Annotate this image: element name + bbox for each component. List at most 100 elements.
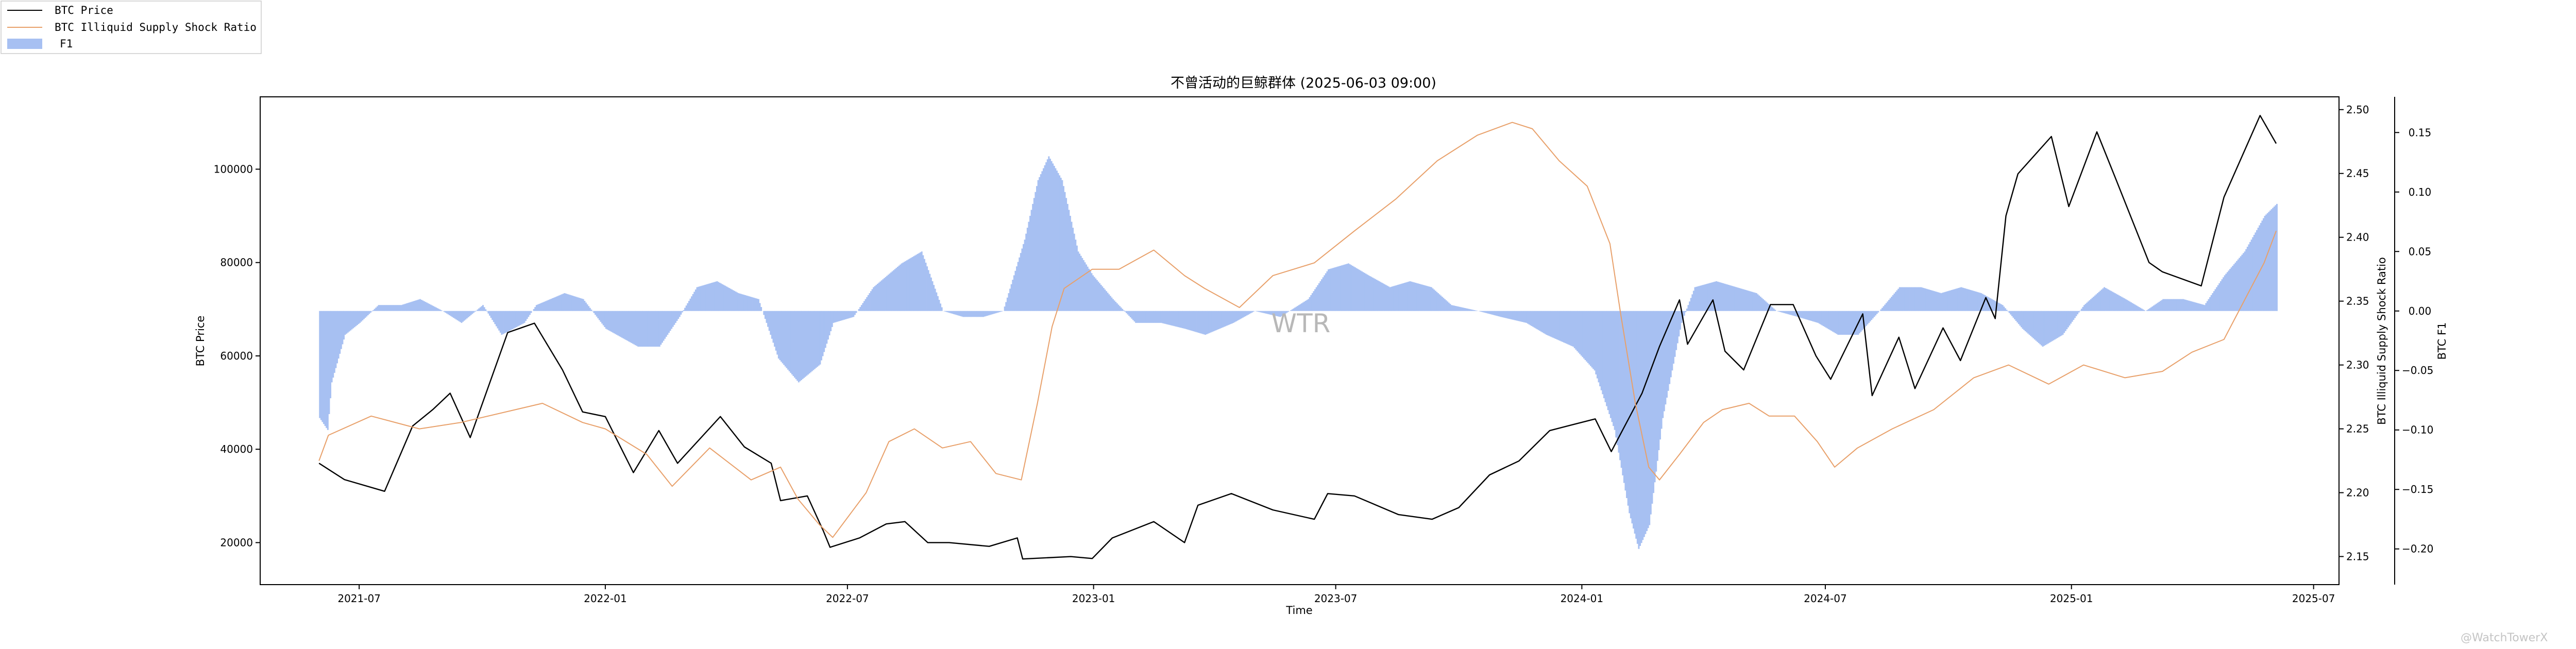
f1-bar bbox=[1175, 311, 1177, 327]
f1-bar bbox=[1856, 311, 1858, 335]
f1-bar bbox=[1035, 192, 1037, 311]
f1-bar bbox=[1349, 264, 1351, 311]
f1-bar bbox=[1623, 311, 1625, 483]
f1-bar bbox=[419, 299, 421, 311]
x-tick-label: 2025-07 bbox=[2292, 592, 2335, 605]
f1-bar bbox=[1008, 293, 1010, 311]
f1-bar bbox=[1144, 311, 1146, 323]
f1-bar bbox=[839, 311, 841, 321]
f1-bar bbox=[1649, 311, 1651, 525]
f1-bar bbox=[1671, 311, 1673, 371]
f1-bar bbox=[2245, 249, 2247, 311]
f1-bar bbox=[755, 298, 757, 311]
price-tick-label: 80000 bbox=[220, 257, 253, 269]
f1-bar bbox=[1472, 310, 1474, 311]
f1-bar bbox=[1179, 311, 1181, 328]
f1-bar bbox=[1019, 257, 1021, 311]
f1-bar bbox=[2259, 225, 2261, 311]
f1-bar bbox=[801, 311, 802, 381]
f1-bar bbox=[688, 301, 690, 311]
f1-bar bbox=[2060, 311, 2062, 336]
f1-bar bbox=[2127, 300, 2129, 311]
f1-bar bbox=[1794, 311, 1797, 316]
f1-bar bbox=[949, 311, 951, 313]
f1-bar bbox=[657, 311, 659, 347]
f1-bar bbox=[1447, 301, 1449, 311]
f1-bar bbox=[2233, 264, 2235, 311]
f1-bar bbox=[819, 311, 821, 365]
f1-bar bbox=[1195, 311, 1197, 332]
f1-bar bbox=[1571, 311, 1573, 346]
f1-bar bbox=[981, 311, 983, 317]
f1-bar bbox=[760, 307, 762, 311]
f1-bar bbox=[1845, 311, 1847, 335]
f1-bar bbox=[1540, 311, 1542, 332]
f1-bar bbox=[1975, 292, 1977, 311]
f1-bar bbox=[374, 309, 376, 311]
f1-bar bbox=[1210, 311, 1212, 333]
f1-bar bbox=[2087, 301, 2089, 311]
f1-bar bbox=[925, 262, 927, 311]
f1-bar bbox=[451, 311, 453, 317]
f1-bar bbox=[1004, 306, 1006, 311]
f1-bar bbox=[2086, 302, 2088, 311]
f1-bar bbox=[2246, 247, 2248, 311]
f1-bar bbox=[1588, 311, 1590, 365]
f1-bar bbox=[1865, 311, 1867, 326]
f1-bar bbox=[807, 311, 809, 375]
f1-bar bbox=[2196, 302, 2198, 311]
f1-bar bbox=[701, 285, 703, 311]
f1-bar bbox=[2249, 242, 2251, 311]
f1-bar bbox=[571, 296, 573, 311]
f1-bar bbox=[1505, 311, 1507, 318]
f1-bar bbox=[906, 260, 908, 311]
f1-bar bbox=[645, 311, 647, 347]
f1-bar bbox=[1925, 288, 1927, 311]
f1-bar bbox=[609, 311, 611, 331]
f1-bar bbox=[2202, 304, 2205, 311]
f1-bar bbox=[1294, 308, 1296, 311]
f1-bar bbox=[933, 285, 935, 311]
f1-bar bbox=[1151, 311, 1153, 323]
f1-bar bbox=[1086, 264, 1088, 311]
f1-bar bbox=[1425, 285, 1427, 311]
f1-bar bbox=[956, 311, 958, 315]
f1-bar bbox=[877, 283, 878, 311]
f1-bar bbox=[584, 301, 586, 311]
f1-bar bbox=[1774, 310, 1776, 311]
f1-bar bbox=[653, 311, 655, 347]
f1-bar bbox=[1566, 311, 1568, 344]
f1-bar bbox=[1117, 304, 1120, 311]
f1-bar bbox=[1575, 311, 1577, 350]
f1-bar bbox=[1519, 311, 1521, 321]
f1-bar bbox=[330, 311, 332, 399]
f1-bar bbox=[1345, 264, 1347, 311]
f1-bar bbox=[2028, 311, 2030, 335]
f1-bar bbox=[1861, 311, 1863, 331]
f1-bar bbox=[907, 259, 909, 311]
f1-bar bbox=[1586, 311, 1588, 362]
f1-bar bbox=[1559, 311, 1561, 341]
f1-bar bbox=[328, 311, 330, 414]
f1-bar bbox=[1190, 311, 1192, 331]
f1-bar bbox=[538, 304, 540, 311]
f1-bar bbox=[1025, 233, 1027, 311]
f1-bar bbox=[481, 306, 483, 311]
f1-bar bbox=[407, 303, 409, 311]
f1-bar bbox=[1228, 311, 1230, 325]
f1-bar bbox=[2141, 309, 2143, 311]
f1-bar bbox=[1185, 311, 1188, 330]
f1-bar bbox=[485, 309, 487, 311]
f1-bar bbox=[1701, 285, 1703, 311]
f1-bar bbox=[1330, 268, 1332, 311]
f1-bar bbox=[1243, 311, 1245, 317]
f1-bar bbox=[1773, 309, 1775, 311]
f1-bar bbox=[931, 281, 934, 311]
f1-bar bbox=[2206, 301, 2208, 311]
f1-bar bbox=[1726, 284, 1728, 311]
f1-bar bbox=[1789, 311, 1791, 315]
f1-bar bbox=[387, 305, 389, 311]
f1-bar bbox=[665, 311, 667, 337]
f1-bar bbox=[1391, 286, 1393, 311]
f1-bar bbox=[683, 310, 685, 311]
